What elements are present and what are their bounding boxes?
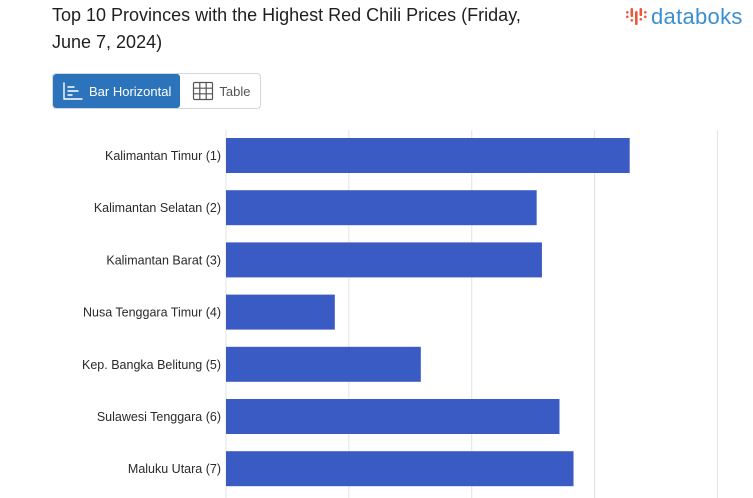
databoks-logo-text: databoks: [651, 4, 743, 29]
bar-5[interactable]: [226, 346, 421, 382]
table-label: Table: [219, 83, 251, 99]
bar-6[interactable]: [226, 399, 560, 434]
bar-1[interactable]: [226, 138, 630, 173]
category-label: Kalimantan Barat (3): [106, 253, 221, 267]
category-label: Kalimantan Timur (1): [105, 149, 221, 163]
databoks-logo-icon: [626, 8, 647, 25]
category-label: Kalimantan Selatan (2): [94, 201, 221, 215]
chart-title-line-2: June 7, 2024): [52, 32, 163, 52]
databoks-logo[interactable]: databoks: [625, 4, 743, 30]
bar-chart-icon: [63, 82, 83, 100]
bar-7[interactable]: [226, 451, 574, 487]
chart-title-line-1: Top 10 Provinces with the Highest Red Ch…: [52, 5, 521, 25]
chart-title: Top 10 Provinces with the Highest Red Ch…: [52, 2, 572, 56]
bar-2[interactable]: [226, 190, 537, 226]
view-toggle: Bar Horizontal Table: [52, 73, 261, 109]
bar-horizontal-button[interactable]: Bar Horizontal: [53, 74, 181, 108]
category-label-layer: Kalimantan Timur (1) Kalimantan Selatan (…: [82, 149, 221, 476]
category-label: Nusa Tenggara Timur (4): [83, 306, 221, 320]
table-button[interactable]: Table: [180, 74, 260, 108]
bar-4[interactable]: [226, 294, 335, 330]
category-label: Maluku Utara (7): [128, 462, 221, 476]
table-icon: [193, 81, 214, 101]
category-label: Kep. Bangka Belitung (5): [82, 358, 221, 372]
bar-3[interactable]: [226, 242, 542, 278]
bar-layer: [226, 138, 630, 487]
bar-horizontal-label: Bar Horizontal: [89, 83, 172, 99]
category-label: Sulawesi Tenggara (6): [97, 410, 221, 424]
